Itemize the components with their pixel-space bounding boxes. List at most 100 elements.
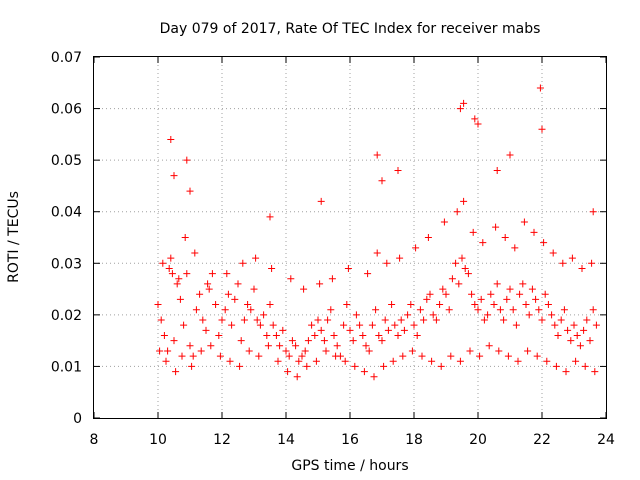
- data-point: [522, 301, 530, 309]
- data-point: [381, 316, 389, 324]
- data-point: [439, 285, 447, 293]
- x-tick-label: 12: [213, 432, 231, 448]
- y-tick-label: 0.01: [51, 359, 82, 375]
- data-point: [240, 316, 248, 324]
- axis-ticks: [93, 56, 607, 419]
- data-point: [452, 259, 460, 267]
- data-point: [324, 316, 332, 324]
- data-point: [445, 306, 453, 314]
- data-point: [341, 357, 349, 365]
- data-point: [389, 357, 397, 365]
- data-point: [172, 368, 180, 376]
- data-point: [175, 275, 183, 283]
- data-point: [460, 197, 468, 205]
- data-point: [237, 337, 245, 345]
- data-point: [512, 321, 520, 329]
- data-point: [224, 290, 232, 298]
- data-point: [466, 347, 474, 355]
- data-point: [244, 301, 252, 309]
- data-point: [572, 357, 580, 365]
- data-point: [173, 280, 181, 288]
- data-point: [317, 326, 325, 334]
- data-point: [170, 172, 178, 180]
- data-point: [287, 275, 295, 283]
- data-point: [298, 352, 306, 360]
- data-point: [447, 352, 455, 360]
- data-point: [317, 197, 325, 205]
- data-point: [285, 352, 293, 360]
- data-point: [234, 280, 242, 288]
- data-point: [484, 311, 492, 319]
- data-point: [378, 177, 386, 185]
- data-point: [212, 301, 220, 309]
- data-point: [231, 295, 239, 303]
- data-point: [504, 352, 512, 360]
- data-point: [351, 362, 359, 370]
- data-point: [167, 254, 175, 262]
- data-point: [520, 218, 528, 226]
- data-point: [477, 295, 485, 303]
- data-point: [226, 357, 234, 365]
- data-point: [316, 280, 324, 288]
- data-point: [205, 285, 213, 293]
- data-point: [186, 342, 194, 350]
- data-point: [327, 306, 335, 314]
- data-point: [218, 316, 226, 324]
- data-point: [436, 301, 444, 309]
- data-point: [170, 337, 178, 345]
- data-point: [394, 331, 402, 339]
- data-point: [183, 156, 191, 164]
- data-point: [538, 125, 546, 133]
- data-point: [372, 306, 380, 314]
- data-point: [396, 254, 404, 262]
- data-point: [375, 331, 383, 339]
- data-point: [314, 316, 322, 324]
- data-point: [360, 368, 368, 376]
- data-point: [344, 264, 352, 272]
- data-point: [573, 331, 581, 339]
- data-point: [181, 234, 189, 241]
- data-point: [559, 259, 567, 267]
- data-point: [588, 259, 596, 267]
- data-point: [255, 352, 263, 360]
- data-point: [469, 228, 477, 236]
- data-point: [383, 259, 391, 267]
- data-point: [384, 326, 392, 334]
- data-point: [490, 301, 498, 309]
- data-point: [493, 280, 501, 288]
- data-point: [437, 362, 445, 370]
- data-point: [536, 84, 544, 92]
- data-point: [268, 264, 276, 272]
- data-point: [440, 218, 448, 226]
- data-point: [501, 234, 509, 241]
- data-point: [157, 316, 165, 324]
- data-point: [362, 342, 370, 350]
- data-point: [407, 301, 415, 309]
- data-point: [228, 321, 236, 329]
- data-point: [162, 357, 170, 365]
- data-point: [412, 244, 420, 252]
- data-point: [554, 331, 562, 339]
- data-point: [180, 321, 188, 329]
- data-point: [333, 342, 341, 350]
- data-point: [168, 270, 176, 278]
- x-tick-label: 18: [405, 432, 423, 448]
- data-point: [156, 347, 164, 355]
- y-tick-labels: 0 0.01 0.02 0.03 0.04 0.05 0.06 0.07: [51, 50, 82, 427]
- data-point: [252, 254, 260, 262]
- data-point: [279, 326, 287, 334]
- data-point: [464, 270, 472, 278]
- data-point: [530, 228, 538, 236]
- data-point: [420, 316, 428, 324]
- data-point: [394, 166, 402, 174]
- data-point: [474, 306, 482, 314]
- data-point: [400, 326, 408, 334]
- data-point: [192, 306, 200, 314]
- data-point: [532, 295, 540, 303]
- data-point: [516, 290, 524, 298]
- data-point: [349, 337, 357, 345]
- y-tick-label: 0.03: [51, 256, 82, 272]
- data-point: [548, 311, 556, 319]
- data-point: [311, 331, 319, 339]
